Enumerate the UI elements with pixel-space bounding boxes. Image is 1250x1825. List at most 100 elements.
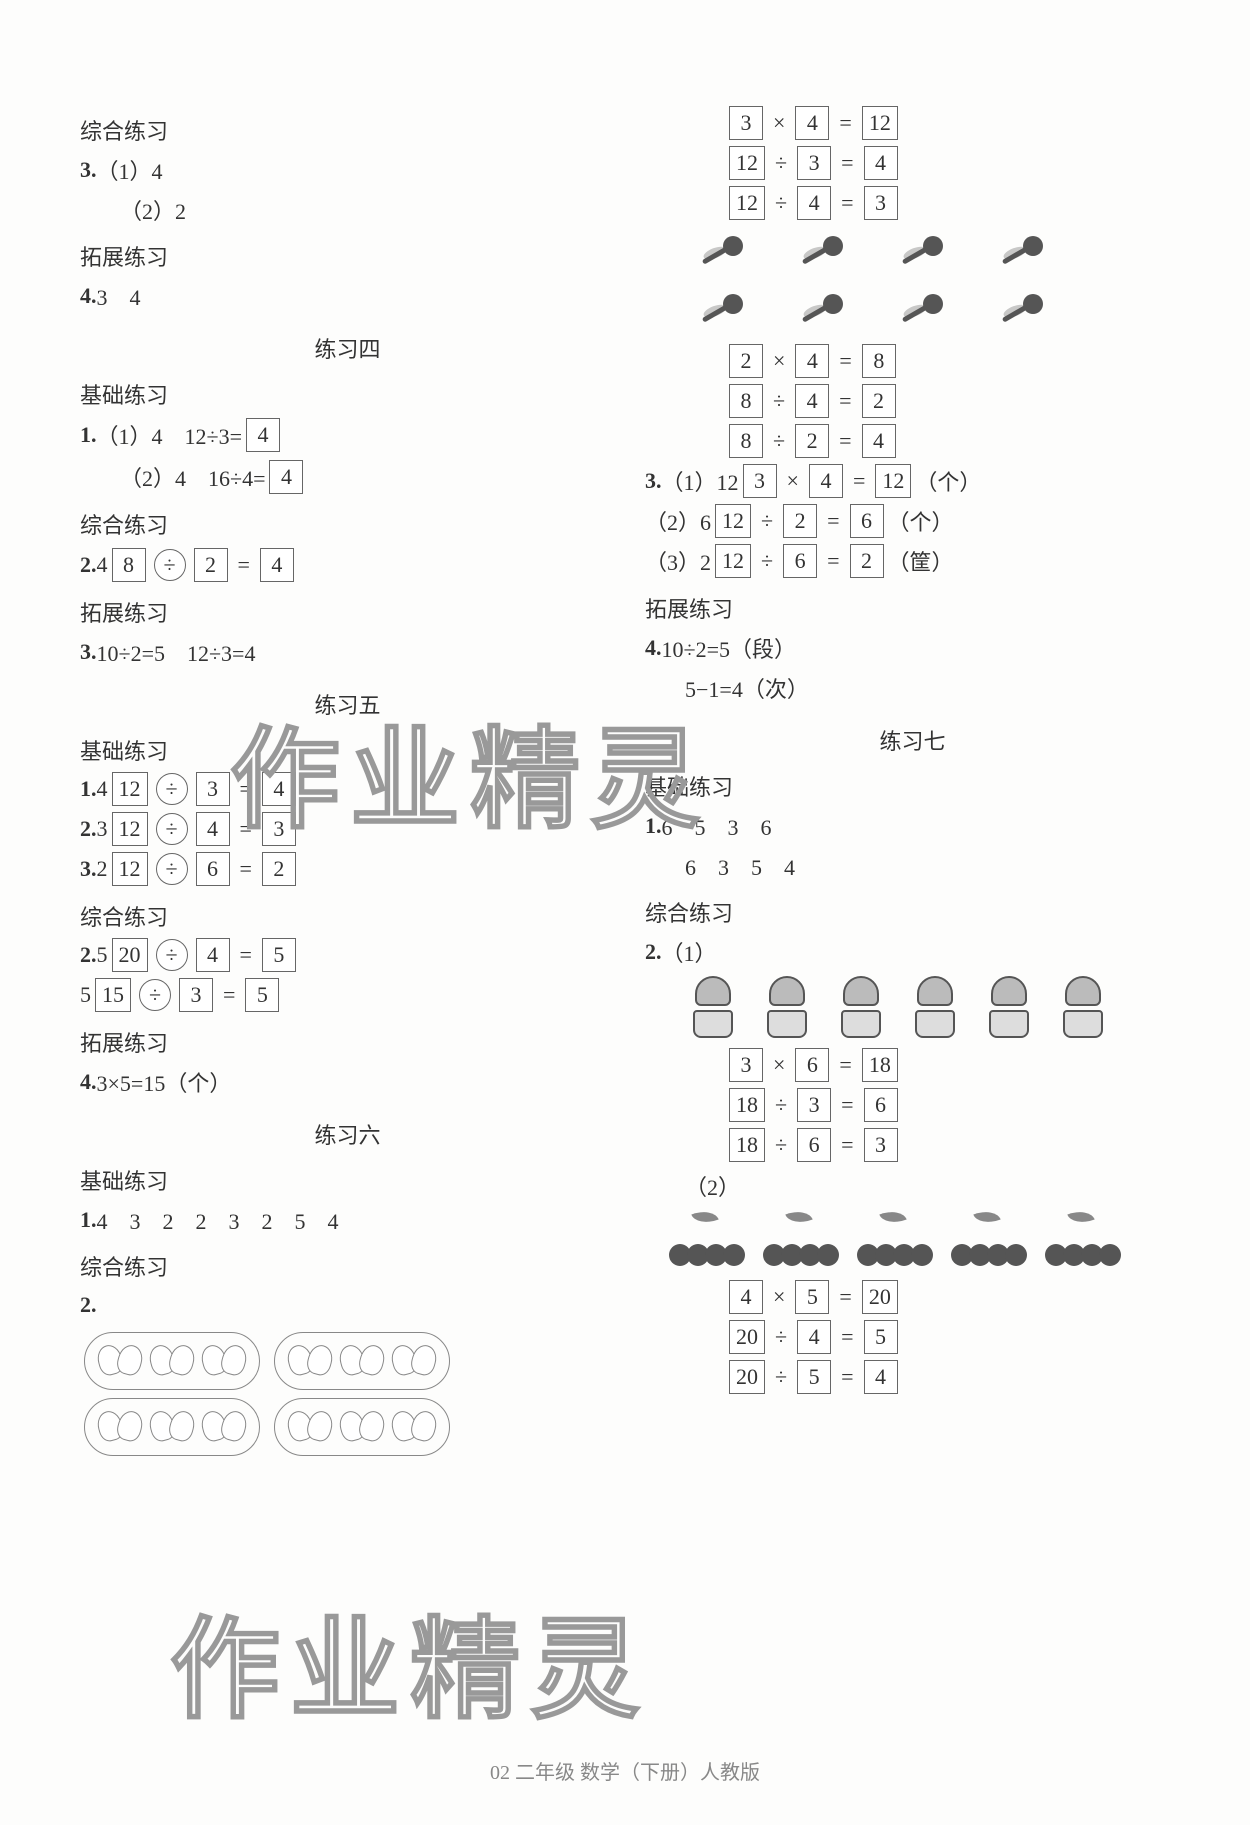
answer-box: 5 bbox=[245, 978, 279, 1012]
answer-box: 5 bbox=[795, 1280, 829, 1314]
question-number: 4. bbox=[80, 1069, 97, 1095]
answer-box: 2 bbox=[862, 384, 896, 418]
equation-line: （2）6 12 ÷ 2 = 6 （个） bbox=[645, 504, 1180, 538]
pot-row bbox=[685, 976, 1180, 1038]
question-number: 3. bbox=[80, 639, 97, 665]
answer-box: 3 bbox=[797, 1088, 831, 1122]
equals-sign: = bbox=[839, 1284, 851, 1310]
answer-box: 4 bbox=[797, 186, 831, 220]
answer-text: 10÷2=5（段） bbox=[662, 632, 796, 664]
equation-line: 12 ÷ 4 = 3 bbox=[725, 186, 1180, 220]
answer-text: 4 3 2 2 3 2 5 4 bbox=[97, 1204, 339, 1236]
answer-text: （2）4 16÷4= bbox=[120, 461, 265, 493]
answer-box: 6 bbox=[850, 504, 884, 538]
equals-sign: = bbox=[839, 110, 851, 136]
section-heading: 基础练习 bbox=[80, 1164, 615, 1196]
equals-sign: = bbox=[841, 150, 853, 176]
operator: × bbox=[773, 348, 785, 374]
answer-box: 12 bbox=[875, 464, 911, 498]
equation-line: 3 × 4 = 12 bbox=[725, 106, 1180, 140]
question-number: 3. bbox=[645, 468, 662, 494]
pot-icon bbox=[833, 976, 889, 1038]
equals-sign: = bbox=[841, 1132, 853, 1158]
answer-box: 8 bbox=[729, 424, 763, 458]
answer-box: 4 bbox=[795, 106, 829, 140]
operator: ÷ bbox=[761, 548, 773, 574]
answer-box: 4 bbox=[262, 772, 296, 806]
question-number: 1. bbox=[80, 422, 97, 448]
answer-box: 3 bbox=[729, 106, 763, 140]
equals-sign: = bbox=[841, 190, 853, 216]
answer-text: 3×5=15（个） bbox=[97, 1066, 232, 1098]
answer-box: 12 bbox=[862, 106, 898, 140]
equation-line: 12 ÷ 3 = 4 bbox=[725, 146, 1180, 180]
unit-text: （筐） bbox=[888, 545, 954, 577]
answer-box: 2 bbox=[783, 504, 817, 538]
answer-box: 2 bbox=[194, 548, 228, 582]
question-number: 2. bbox=[80, 1292, 97, 1318]
answer-box: 3 bbox=[797, 146, 831, 180]
equals-sign: = bbox=[841, 1092, 853, 1118]
operator: ÷ bbox=[775, 190, 787, 216]
equation-line: 2. 4 8 ÷ 2 = 4 bbox=[80, 548, 615, 582]
answer-box: 4 bbox=[196, 938, 230, 972]
answer-box: 4 bbox=[795, 344, 829, 378]
section-heading: 拓展练习 bbox=[645, 592, 1180, 624]
question-number: 1. bbox=[645, 813, 662, 839]
answer-text: 10÷2=5 12÷3=4 bbox=[97, 636, 256, 668]
operator: ÷ bbox=[775, 150, 787, 176]
answer-box: 2 bbox=[795, 424, 829, 458]
sub-label: （2） bbox=[645, 1170, 1180, 1202]
answer-line: 4. 3×5=15（个） bbox=[80, 1066, 615, 1098]
operator-circle: ÷ bbox=[139, 979, 171, 1011]
section-heading: 综合练习 bbox=[80, 1250, 615, 1282]
answer-box: 12 bbox=[112, 772, 148, 806]
equals-sign: = bbox=[839, 1052, 851, 1078]
operator: ÷ bbox=[775, 1132, 787, 1158]
answer-box: 4 bbox=[246, 418, 280, 452]
operator: ÷ bbox=[773, 388, 785, 414]
answer-line: 4. 10÷2=5（段） bbox=[645, 632, 1180, 664]
answer-line: 5−1=4（次） bbox=[645, 672, 1180, 704]
answer-line: 1. （1）4 12÷3= 4 bbox=[80, 418, 615, 452]
equation-line: 8 ÷ 4 = 2 bbox=[725, 384, 1180, 418]
answer-box: 4 bbox=[196, 812, 230, 846]
answer-box: 2 bbox=[262, 852, 296, 886]
answer-box: 18 bbox=[729, 1128, 765, 1162]
cherries-icon bbox=[1041, 1210, 1121, 1270]
answer-line: （2）4 16÷4= 4 bbox=[80, 460, 615, 494]
answer-box: 3 bbox=[179, 978, 213, 1012]
answer-line: 3. 10÷2=5 12÷3=4 bbox=[80, 636, 615, 668]
operator-circle: ÷ bbox=[156, 853, 188, 885]
watermark-text: 作业精灵 bbox=[170, 1580, 650, 1740]
equation-line: （3）2 12 ÷ 6 = 2 （筐） bbox=[645, 544, 1180, 578]
section-heading: 综合练习 bbox=[80, 508, 615, 540]
equals-sign: = bbox=[238, 552, 250, 578]
question-number: 2. bbox=[80, 552, 97, 578]
equation-line: 3. 2 12 ÷ 6 = 2 bbox=[80, 852, 615, 886]
answer-box: 6 bbox=[864, 1088, 898, 1122]
operator: × bbox=[787, 468, 799, 494]
exercise-title: 练习六 bbox=[80, 1118, 615, 1150]
equation-line: 8 ÷ 2 = 4 bbox=[725, 424, 1180, 458]
butterfly-groups bbox=[80, 1328, 615, 1460]
answer-box: 12 bbox=[729, 186, 765, 220]
answer-box: 5 bbox=[864, 1320, 898, 1354]
equation-line: 20 ÷ 5 = 4 bbox=[725, 1360, 1180, 1394]
answer-box: 5 bbox=[262, 938, 296, 972]
answer-box: 18 bbox=[862, 1048, 898, 1082]
answer-box: 8 bbox=[729, 384, 763, 418]
answer-box: 3 bbox=[729, 1048, 763, 1082]
answer-box: 4 bbox=[862, 424, 896, 458]
answer-box: 4 bbox=[864, 146, 898, 180]
operator: ÷ bbox=[775, 1092, 787, 1118]
question-number: 2. bbox=[80, 816, 97, 842]
answer-box: 4 bbox=[795, 384, 829, 418]
operator-circle: ÷ bbox=[156, 773, 188, 805]
dragonfly-icon bbox=[885, 228, 945, 278]
question-number: 3. bbox=[80, 856, 97, 882]
equation-line: 2. 3 12 ÷ 4 = 3 bbox=[80, 812, 615, 846]
answer-line: 1. 4 3 2 2 3 2 5 4 bbox=[80, 1204, 615, 1236]
equation-line: 2. 5 20 ÷ 4 = 5 bbox=[80, 938, 615, 972]
answer-text: 5−1=4（次） bbox=[685, 672, 809, 704]
